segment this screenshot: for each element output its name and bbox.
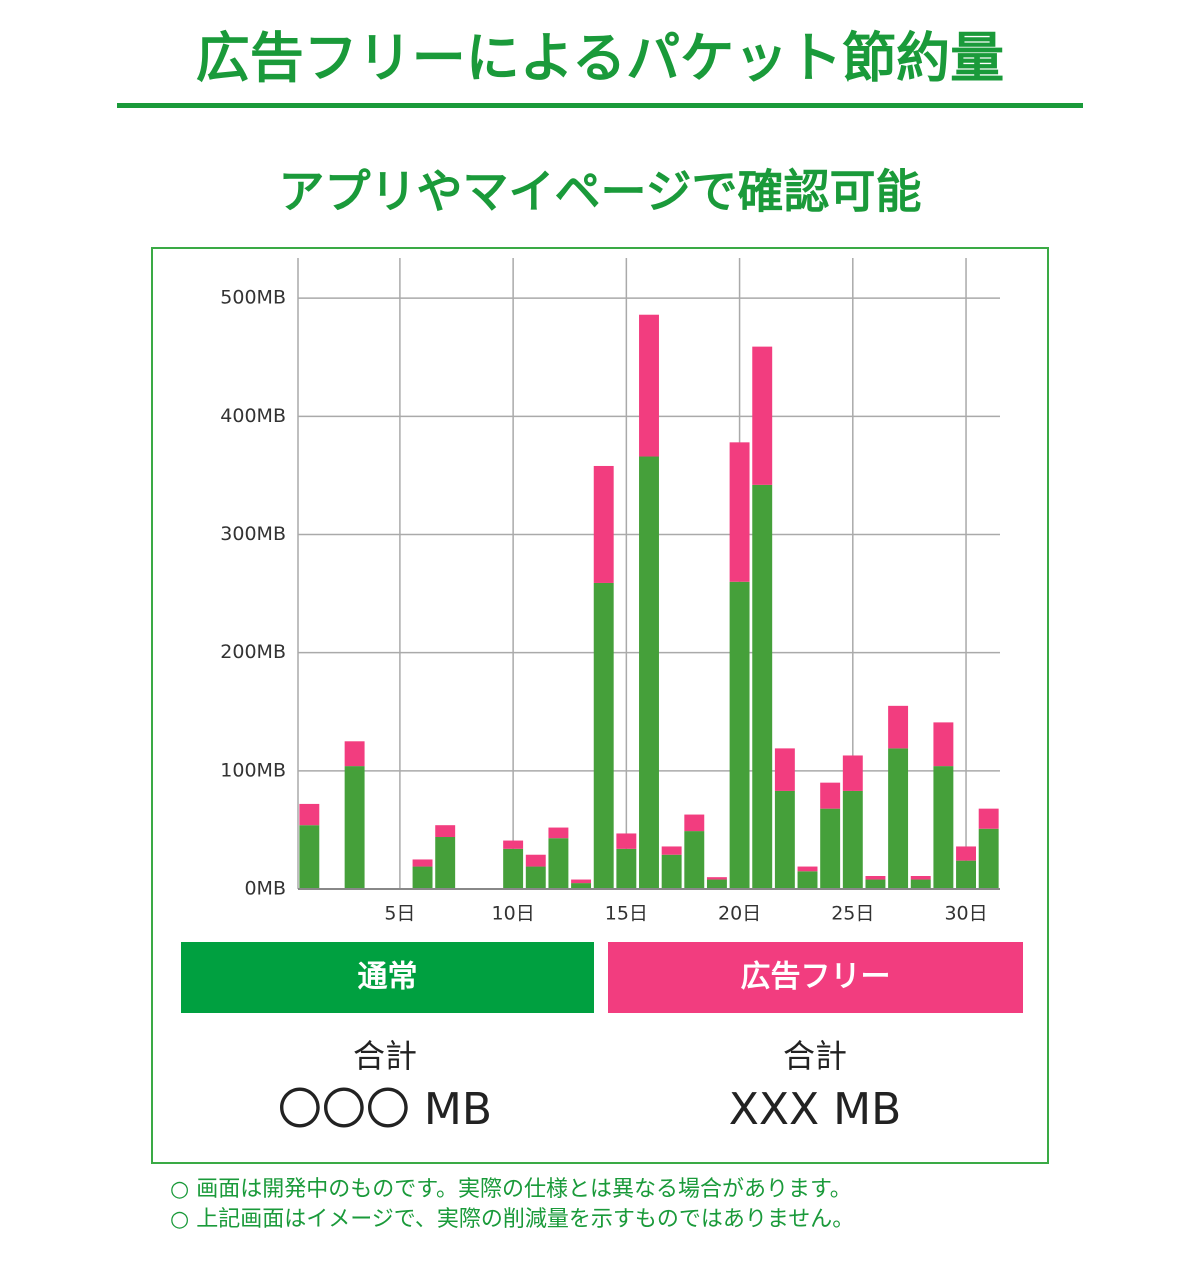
bar-segment (299, 803, 320, 826)
bar-segment (661, 846, 682, 855)
x-tick-label: 25日 (831, 903, 874, 925)
bar-segment (616, 833, 637, 849)
legend-label: 広告フリー (741, 960, 891, 995)
bar-segment (842, 755, 863, 791)
y-tick-label: 200MB (220, 641, 286, 663)
bar-segment (299, 825, 320, 889)
bar-segment (412, 866, 433, 889)
title-underline (117, 103, 1083, 108)
y-tick-label: 0MB (244, 878, 286, 900)
bar-segment (571, 883, 592, 889)
bar-segment (344, 741, 365, 767)
bar-segment (910, 876, 931, 880)
bar-segment (525, 866, 546, 889)
bar-segment (706, 879, 727, 889)
frame (151, 247, 1049, 1164)
bar-segment (797, 871, 818, 889)
bar-segment (503, 848, 524, 889)
bar-segment (706, 877, 727, 880)
bar-segment (729, 581, 750, 889)
x-tick-label: 15日 (605, 903, 648, 925)
bar-segment (933, 722, 954, 767)
legend-swatch (181, 942, 594, 1013)
legend-label: 通常 (358, 960, 418, 995)
note: ○ 画面は開発中のものです。実際の仕様とは異なる場合があります。 (170, 1177, 852, 1202)
bar-segment (571, 879, 592, 884)
title: 広告フリーによるパケット節約量 (196, 27, 1004, 90)
bar-segment (435, 837, 456, 889)
note: ○ 上記画面はイメージで、実際の削減量を示すものではありません。 (170, 1207, 854, 1232)
bar-segment (774, 790, 795, 889)
total-value: 〇〇〇 MB (278, 1084, 492, 1135)
bar-segment (978, 828, 999, 889)
bar-segment (435, 825, 456, 838)
bar-segment (978, 808, 999, 829)
bar-segment (684, 814, 705, 832)
bar-segment (752, 346, 773, 485)
bar-segment (820, 808, 841, 889)
total-label: 合計 (783, 1037, 847, 1075)
y-tick-label: 300MB (220, 523, 286, 545)
bar-segment (842, 790, 863, 889)
bar-segment (684, 831, 705, 889)
bar-segment (548, 838, 569, 889)
bar-segment (593, 582, 614, 889)
bar-segment (548, 827, 569, 839)
total-label: 合計 (353, 1037, 417, 1075)
y-tick-label: 500MB (220, 287, 286, 309)
bar-segment (774, 748, 795, 791)
x-tick-label: 10日 (492, 903, 535, 925)
x-tick-label: 5日 (384, 903, 415, 925)
subtitle: アプリやマイページで確認可能 (278, 165, 921, 219)
bar-segment (910, 879, 931, 889)
bar-segment (797, 866, 818, 872)
bar-segment (639, 456, 659, 889)
bar-segment (639, 314, 659, 457)
bar-segment (503, 840, 524, 849)
bar-segment (616, 848, 637, 889)
bar-segment (888, 748, 909, 889)
y-tick-label: 400MB (220, 405, 286, 427)
bar-segment (956, 860, 976, 889)
bar-segment (865, 876, 886, 880)
bar-segment (865, 879, 886, 889)
legend-swatch (608, 942, 1023, 1013)
bar-segment (956, 846, 976, 861)
bar-segment (344, 766, 365, 889)
bar-segment (412, 859, 433, 867)
x-tick-label: 30日 (944, 903, 987, 925)
bar-segment (933, 766, 954, 889)
total-value: XXX MB (729, 1084, 902, 1135)
y-tick-label: 100MB (220, 759, 286, 781)
bar-segment (888, 705, 909, 749)
x-tick-label: 20日 (718, 903, 761, 925)
bar-segment (661, 854, 682, 889)
bar-segment (729, 442, 750, 582)
bar-segment (820, 782, 841, 809)
bar-segment (525, 854, 546, 867)
bar-segment (752, 484, 773, 889)
bar-segment (593, 465, 614, 583)
